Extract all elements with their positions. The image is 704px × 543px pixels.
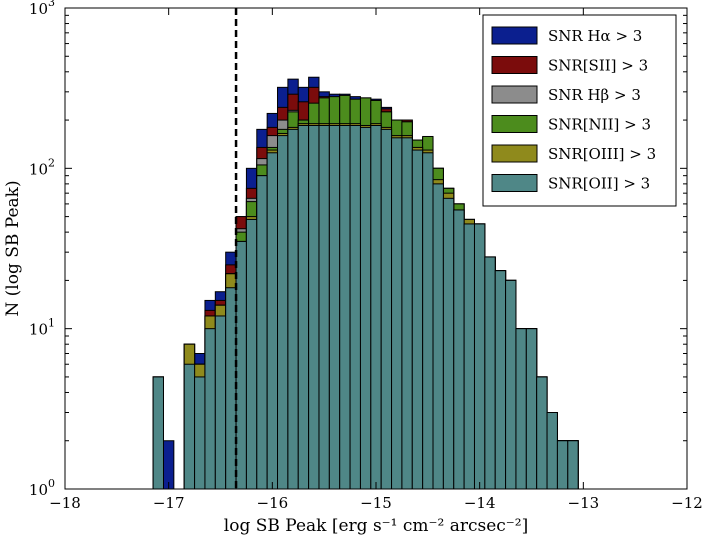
- bar: [359, 126, 372, 490]
- series-5: [152, 124, 579, 490]
- bar: [546, 412, 558, 490]
- bar: [525, 328, 538, 490]
- bar: [556, 440, 569, 490]
- bar: [152, 376, 164, 490]
- bar: [370, 124, 382, 490]
- bar: [453, 209, 465, 490]
- x-tick-label: −12: [671, 494, 703, 512]
- x-tick-labels: −18 −17 −16 −15 −14 −13 −12: [49, 494, 703, 512]
- bar: [473, 223, 486, 490]
- bar: [308, 124, 320, 490]
- bar: [411, 149, 424, 490]
- axis-ticks: [64, 7, 688, 490]
- bar: [422, 152, 434, 490]
- legend-label: SNR Hβ > 3: [548, 86, 641, 104]
- bar: [401, 137, 413, 490]
- x-tick-label: −16: [257, 494, 289, 512]
- legend: SNR Hα > 3 SNR[SII] > 3 SNR Hβ > 3 SNR[NII]…: [482, 14, 677, 207]
- bar: [505, 279, 517, 490]
- x-tick-label: −18: [49, 494, 81, 512]
- legend-swatch: [491, 56, 538, 74]
- bar: [318, 124, 330, 490]
- bar: [162, 440, 175, 490]
- bar: [463, 223, 475, 490]
- bar: [204, 328, 216, 490]
- legend-label: SNR[NII] > 3: [548, 116, 651, 134]
- bar: [235, 240, 247, 490]
- y-tick-label: 103: [29, 0, 55, 18]
- legend-label: SNR[SII] > 3: [548, 57, 648, 75]
- bar: [380, 128, 393, 490]
- bar: [183, 363, 196, 490]
- bar: [432, 183, 444, 490]
- bar: [225, 287, 237, 490]
- legend-label: SNR Hα > 3: [548, 27, 642, 45]
- bar: [391, 137, 403, 490]
- y-tick-labels: 100 101 102 103: [29, 0, 55, 499]
- y-tick-label: 100: [29, 477, 55, 499]
- x-tick-label: −15: [360, 494, 392, 512]
- legend-swatch: [491, 174, 538, 192]
- bar: [328, 124, 341, 490]
- y-axis-title: N (log SB Peak): [3, 180, 23, 316]
- bar: [194, 376, 206, 490]
- bar: [245, 218, 258, 490]
- bar: [277, 135, 289, 490]
- x-tick-label: −13: [568, 494, 600, 512]
- y-tick-label: 102: [29, 156, 55, 178]
- legend-swatch: [491, 26, 538, 45]
- bar: [214, 315, 227, 490]
- legend-swatch: [491, 144, 538, 163]
- bar: [297, 124, 310, 490]
- bar: [484, 256, 496, 490]
- bar: [287, 128, 299, 490]
- bar: [256, 175, 268, 490]
- x-tick-label: −14: [464, 494, 496, 512]
- bar: [442, 197, 455, 490]
- bar: [536, 376, 548, 490]
- bar: [515, 328, 527, 490]
- legend-label: SNR[OIII] > 3: [548, 145, 656, 163]
- y-tick-label: 101: [29, 317, 55, 339]
- legend-label: SNR[OII] > 3: [548, 175, 650, 193]
- bar: [494, 270, 507, 490]
- legend-swatch: [491, 115, 538, 133]
- legend-swatch: [491, 85, 538, 104]
- bar: [266, 152, 279, 490]
- bar: [349, 124, 361, 490]
- x-tick-label: −17: [153, 494, 185, 512]
- x-axis-title: log SB Peak [erg s⁻¹ cm⁻² arcsec⁻²]: [224, 516, 528, 536]
- bar: [567, 440, 579, 490]
- bar: [339, 124, 351, 490]
